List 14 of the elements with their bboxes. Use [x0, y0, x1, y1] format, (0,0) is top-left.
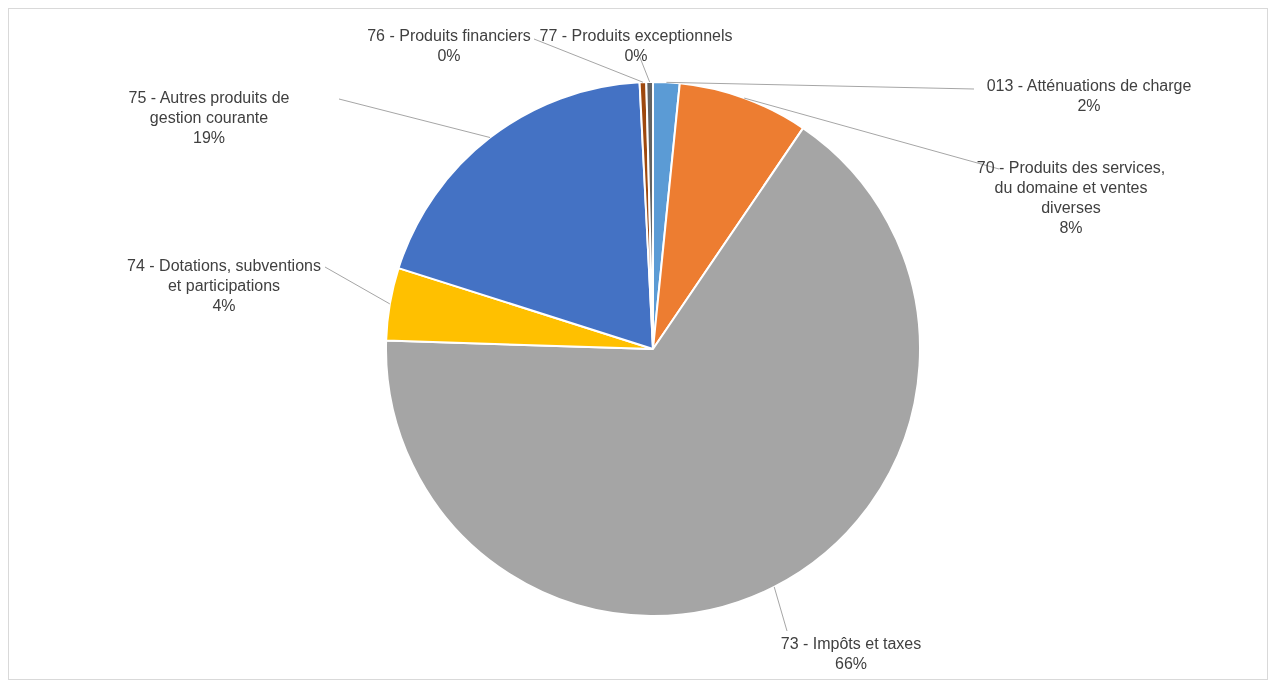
data-label: 66% [834, 655, 868, 673]
data-label: 0% [624, 47, 648, 65]
data-label: 4% [212, 297, 236, 315]
slice-label: 77 - Produits exceptionnels [539, 27, 733, 45]
slice-label: 013 - Atténuations de charge [986, 77, 1192, 95]
slice-label: 75 - Autres produits de gestion courante [128, 89, 290, 127]
slice-label: 76 - Produits financiers [367, 27, 531, 45]
data-label: 2% [1077, 97, 1101, 115]
slice-label: 73 - Impôts et taxes [780, 635, 922, 653]
slice-label: 70 - Produits des services, du domaine et ventes diverses [976, 159, 1166, 217]
slice-label: 74 - Dotations, subventions et participations [127, 257, 321, 295]
data-label: 19% [192, 129, 226, 147]
data-label: 0% [437, 47, 461, 65]
data-label: 8% [1059, 219, 1083, 237]
